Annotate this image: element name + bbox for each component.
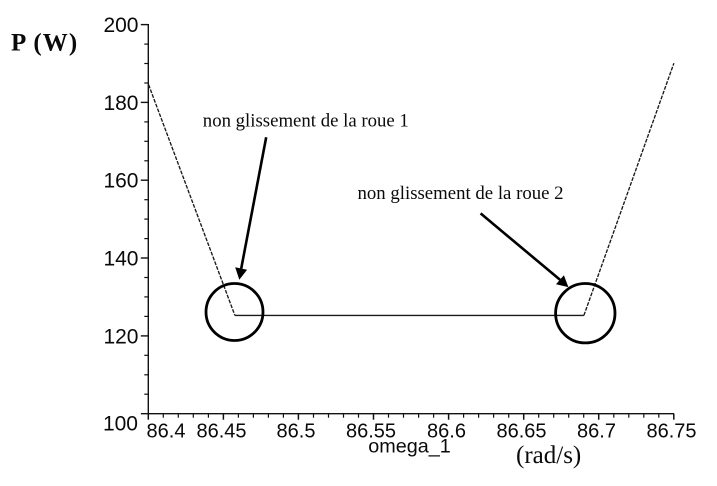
- svg-text:140: 140: [103, 248, 138, 271]
- svg-text:86.4: 86.4: [147, 421, 186, 443]
- svg-text:86.5: 86.5: [277, 421, 316, 443]
- svg-text:200: 200: [103, 14, 138, 37]
- svg-text:86.45: 86.45: [196, 421, 246, 443]
- svg-text:(rad/s): (rad/s): [516, 442, 581, 469]
- svg-text:86.7: 86.7: [577, 421, 616, 443]
- svg-text:120: 120: [103, 325, 138, 348]
- svg-text:P (W): P (W): [11, 30, 78, 57]
- svg-text:86.65: 86.65: [496, 421, 546, 443]
- svg-text:non glissement de la roue 2: non glissement de la roue 2: [358, 183, 564, 204]
- svg-text:86.6: 86.6: [427, 421, 466, 443]
- svg-text:160: 160: [103, 170, 138, 193]
- svg-text:non glissement de la roue 1: non glissement de la roue 1: [203, 111, 409, 132]
- svg-text:180: 180: [103, 92, 138, 115]
- svg-text:100: 100: [103, 413, 138, 436]
- svg-text:omega_1: omega_1: [368, 436, 451, 458]
- svg-text:86.55: 86.55: [346, 421, 396, 443]
- svg-text:86.75: 86.75: [646, 421, 696, 443]
